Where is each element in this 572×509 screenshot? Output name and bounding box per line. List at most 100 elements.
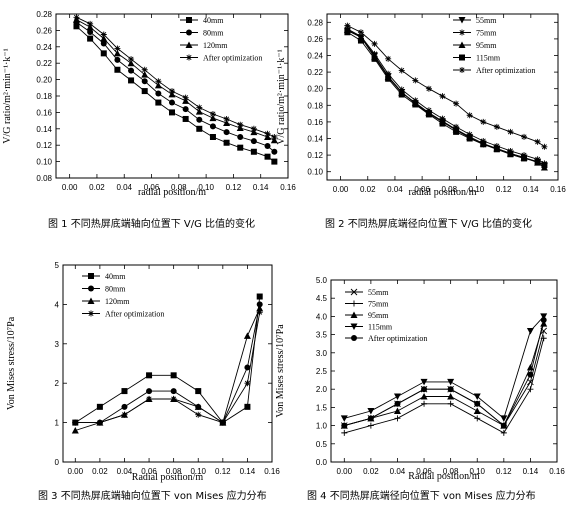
data-point	[493, 123, 500, 130]
data-point	[237, 134, 244, 140]
data-point	[540, 313, 548, 320]
data-point	[264, 143, 271, 150]
data-point	[421, 386, 428, 393]
y-tick-label: 1.0	[316, 422, 328, 431]
x-tick-label: 0.02	[363, 467, 379, 476]
data-point	[473, 393, 481, 400]
x-tick-label: 0.06	[414, 185, 430, 194]
data-point	[425, 85, 432, 92]
x-tick-label: 0.02	[89, 183, 105, 192]
data-point	[128, 67, 135, 74]
x-tick-label: 0.04	[390, 467, 406, 476]
data-point	[480, 118, 487, 125]
y-tick-label: 4	[55, 300, 60, 309]
legend-label: 40mm	[105, 272, 126, 281]
legend-marker	[351, 300, 357, 307]
data-point	[340, 415, 348, 422]
y-tick-label: 0.20	[36, 76, 52, 85]
y-tick-label: 0.12	[36, 141, 52, 150]
data-point	[87, 29, 94, 36]
data-point	[256, 293, 263, 300]
y-axis-title: V/G ratio/m²·min⁻¹·k⁻¹	[276, 49, 287, 144]
legend-label: 55mm	[476, 16, 497, 25]
y-tick-label: 0.28	[36, 10, 52, 19]
data-point	[420, 392, 428, 400]
legend-marker	[88, 285, 94, 292]
data-point	[86, 23, 94, 31]
data-point	[493, 146, 500, 153]
x-tick-label: 0.10	[469, 185, 485, 194]
x-tick-label: 0.08	[442, 185, 458, 194]
data-point	[244, 364, 251, 371]
y-tick-label: 0.22	[36, 59, 52, 68]
x-tick-label: 0.00	[337, 467, 353, 476]
x-tick-label: 0.12	[215, 467, 231, 476]
data-point	[209, 123, 216, 130]
y-tick-label: 0.14	[36, 125, 52, 134]
x-tick-label: 0.12	[496, 467, 512, 476]
data-point	[447, 392, 455, 400]
data-point	[371, 40, 378, 47]
y-tick-label: 0.24	[36, 43, 52, 52]
y-tick-label: 4.5	[316, 294, 328, 303]
data-point	[87, 35, 94, 42]
x-tick-label: 0.12	[496, 185, 512, 194]
data-point	[500, 422, 507, 429]
data-point	[500, 429, 507, 436]
legend-marker	[350, 311, 358, 318]
y-tick-label: 0.10	[36, 158, 52, 167]
legend-label: 75mm	[476, 29, 497, 38]
data-point	[250, 138, 257, 145]
data-point	[271, 134, 278, 140]
y-axis-title: Von Mises stress/10⁷Pa	[275, 324, 286, 418]
data-point	[114, 45, 121, 52]
data-point	[541, 143, 548, 150]
data-point	[72, 419, 79, 426]
data-point	[170, 372, 177, 379]
data-point	[256, 309, 263, 316]
data-point	[141, 78, 148, 85]
data-point	[73, 14, 80, 21]
x-axis-title: radial position/m	[408, 187, 476, 198]
data-point	[367, 422, 374, 429]
legend-label: After optimization	[368, 334, 427, 343]
legend-label: After optimization	[105, 310, 164, 319]
series-line	[347, 29, 545, 168]
legend-marker	[87, 297, 95, 304]
y-tick-label: 0.16	[307, 118, 323, 127]
data-point	[155, 90, 162, 97]
data-point	[223, 119, 231, 127]
legend-marker	[186, 29, 192, 36]
data-point	[534, 138, 541, 145]
data-point	[480, 141, 487, 148]
legend-marker	[88, 310, 94, 317]
data-point	[385, 55, 392, 62]
x-tick-label: 0.02	[360, 185, 376, 194]
data-point	[96, 403, 103, 410]
y-tick-label: 0.08	[36, 174, 52, 183]
data-point	[127, 59, 135, 67]
data-point	[170, 395, 177, 402]
data-point	[271, 148, 278, 155]
legend-marker	[186, 54, 192, 61]
data-point	[169, 109, 175, 116]
data-point	[223, 129, 230, 136]
legend-marker	[458, 41, 466, 48]
x-axis-title: radial position/m	[138, 187, 206, 198]
x-tick-label: 0.00	[62, 183, 78, 192]
data-point	[466, 135, 473, 142]
series-line	[75, 308, 261, 431]
x-tick-label: 0.02	[92, 467, 108, 476]
data-point	[219, 419, 226, 426]
data-point	[393, 393, 401, 400]
data-point	[244, 403, 251, 410]
series-line	[75, 312, 261, 424]
data-point	[264, 133, 272, 140]
data-point	[250, 148, 257, 155]
data-point	[453, 128, 460, 135]
data-point	[146, 388, 153, 395]
x-tick-label: 0.14	[523, 185, 539, 194]
legend-label: 95mm	[368, 311, 389, 320]
y-tick-label: 3.0	[316, 349, 328, 358]
data-point	[141, 66, 148, 73]
